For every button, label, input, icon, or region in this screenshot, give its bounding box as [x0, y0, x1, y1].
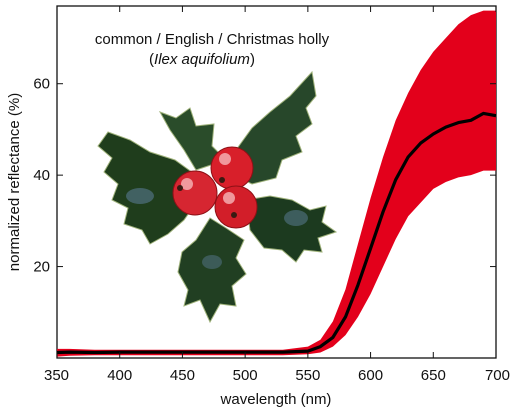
holly-leaf-right	[245, 195, 338, 263]
data-layer	[56, 10, 497, 357]
berry-shine	[181, 178, 193, 190]
berry-calyx	[177, 185, 183, 191]
x-tick-label: 550	[295, 367, 320, 384]
x-axis-label: wavelength (nm)	[220, 391, 332, 408]
y-axis-label: normalized reflectance (%)	[6, 93, 23, 271]
y-axis: 20 40 60	[33, 76, 496, 276]
berry-calyx	[231, 212, 237, 218]
holly-berry	[210, 146, 254, 190]
x-tick-label: 650	[421, 367, 446, 384]
y-tick-label: 60	[33, 76, 50, 93]
holly-berry	[214, 185, 258, 229]
species-name-italic: Ilex aquifolium	[154, 51, 250, 68]
berry-calyx	[219, 177, 225, 183]
holly-sprig-illustration	[97, 70, 338, 324]
x-tick-label: 700	[485, 367, 510, 384]
leaf-highlight	[126, 188, 154, 204]
x-tick-label: 450	[170, 367, 195, 384]
y-tick-label: 20	[33, 259, 50, 276]
chart-title: common / English / Christmas holly	[95, 31, 330, 48]
x-tick-label: 350	[44, 367, 69, 384]
plot-frame	[56, 5, 497, 359]
x-tick-label: 500	[233, 367, 258, 384]
berry-shine	[223, 192, 235, 204]
leaf-highlight	[284, 210, 308, 226]
holly-leaf-left	[97, 131, 201, 245]
species-name: (Ilex aquifolium)	[149, 51, 255, 68]
holly-leaf-upper-left	[158, 107, 227, 171]
reflectance-range-band	[57, 10, 496, 357]
mean-reflectance-line	[56, 111, 497, 355]
holly-leaf-bottom	[177, 217, 247, 324]
y-tick-label: 40	[33, 167, 50, 184]
x-tick-label: 600	[358, 367, 383, 384]
x-tick-label: 400	[107, 367, 132, 384]
x-axis: 350 400 450 500 550 600 650 700	[44, 6, 510, 384]
berry-shine	[219, 153, 231, 165]
holly-berry	[172, 170, 218, 216]
leaf-highlight	[202, 255, 222, 269]
